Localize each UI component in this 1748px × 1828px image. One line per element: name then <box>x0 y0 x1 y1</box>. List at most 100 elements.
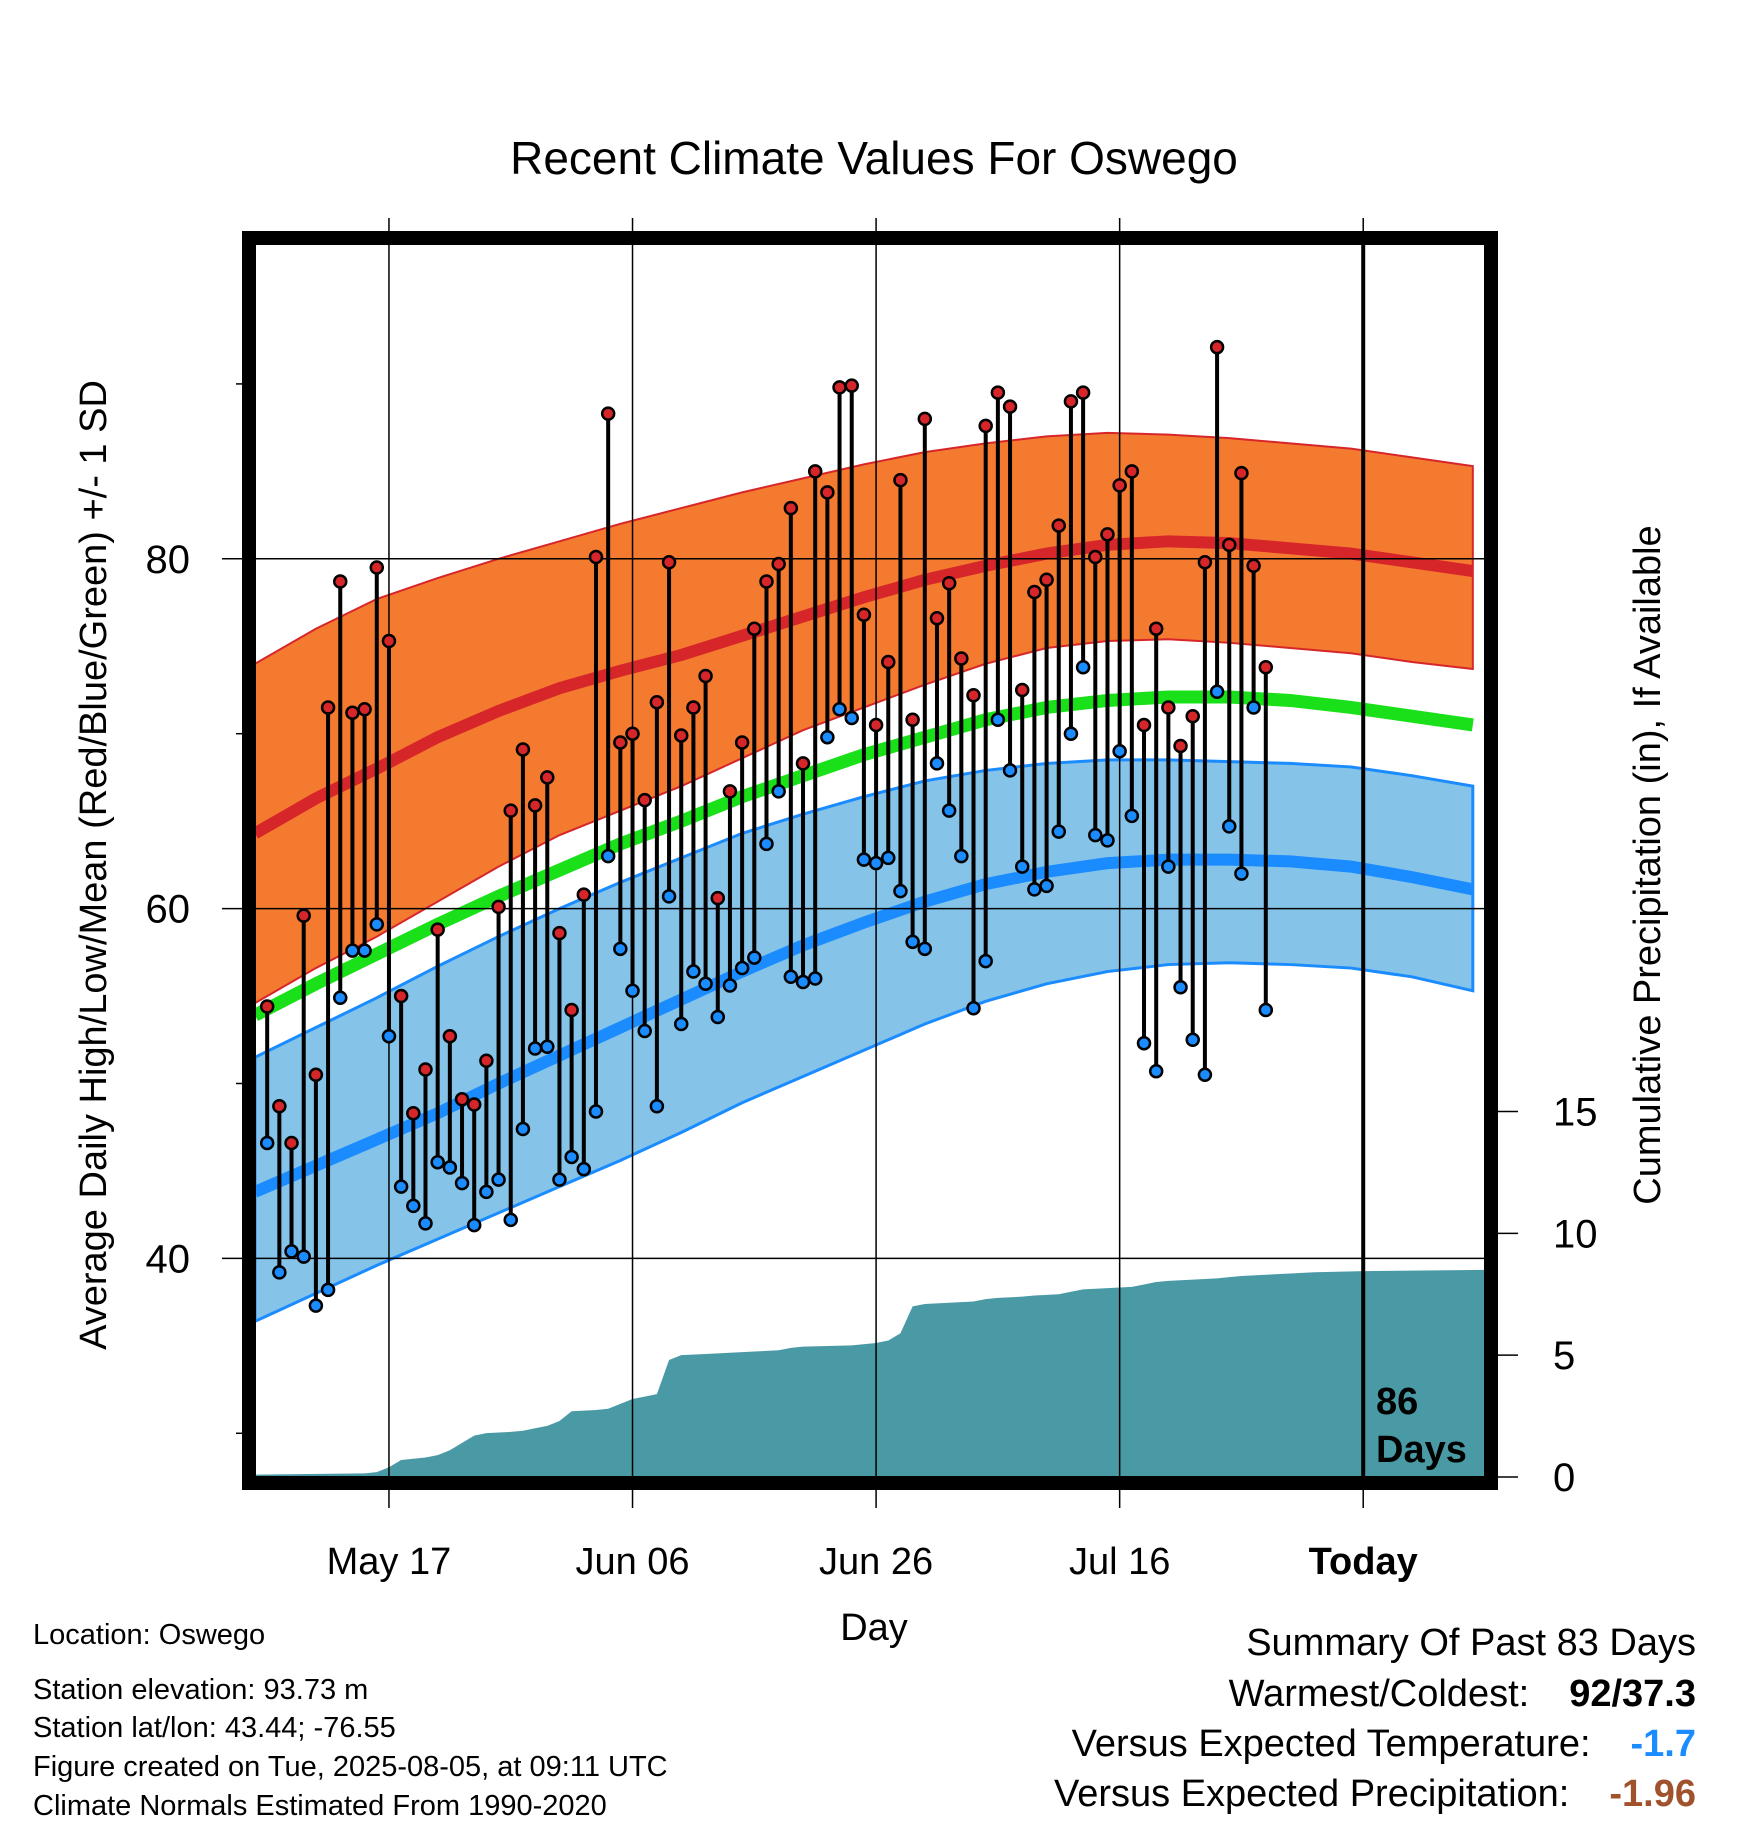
daily-low-point <box>759 836 774 852</box>
daily-high-point <box>259 999 275 1014</box>
daily-low-point <box>771 784 786 799</box>
daily-low-point <box>698 976 713 992</box>
daily-high-point <box>1014 682 1030 698</box>
normals-text: Climate Normals Estimated From 1990-2020 <box>33 1790 607 1822</box>
daily-low-point <box>710 1009 726 1025</box>
chart-title: Recent Climate Values For Oswego <box>510 132 1238 184</box>
daily-high-point <box>893 472 908 488</box>
daily-high-point <box>747 621 762 637</box>
daily-low-point <box>954 848 969 864</box>
daily-high-point <box>1100 527 1115 542</box>
daily-low-point <box>515 1121 531 1137</box>
daily-low-point <box>1002 763 1018 778</box>
precip-departure-label: Versus Expected Precipitation: <box>1053 1773 1570 1815</box>
daily-low-point <box>357 943 372 958</box>
daily-high-point <box>844 378 859 393</box>
daily-low-point <box>832 701 847 717</box>
daily-high-point <box>320 700 336 715</box>
daily-high-point <box>576 887 592 902</box>
daily-high-point <box>710 890 726 906</box>
daily-low-point <box>503 1212 518 1228</box>
today-days-unit: Days <box>1376 1429 1467 1471</box>
axes: May 17 Jun 06 Jun 26 Jul 16 Today 40 60 80 0 5 10 1… <box>146 218 1598 1583</box>
x-axis-label: Day <box>840 1607 908 1649</box>
daily-high-point <box>296 908 311 923</box>
daily-low-point <box>893 883 908 899</box>
daily-high-point <box>1222 537 1237 553</box>
daily-low-point <box>491 1172 506 1187</box>
daily-high-point <box>929 611 945 626</box>
location-text: Location: Oswego <box>33 1619 266 1651</box>
y-axis-label-left: Average Daily High/Low/Mean (Red/Blue/Gr… <box>73 380 115 1350</box>
daily-low-point <box>576 1161 592 1177</box>
daily-high-point <box>637 792 652 808</box>
y-tick-label-right: 15 <box>1553 1090 1598 1134</box>
daily-low-point <box>1173 980 1188 995</box>
daily-high-point <box>734 735 750 750</box>
y-tick-label-left: 80 <box>146 538 191 582</box>
daily-high-point <box>442 1029 458 1044</box>
daily-low-point <box>637 1023 652 1039</box>
daily-low-point <box>332 990 348 1006</box>
daily-high-point <box>1051 518 1067 533</box>
daily-low-point <box>1075 659 1091 675</box>
daily-low-point <box>1088 827 1103 843</box>
daily-high-point <box>1088 549 1103 565</box>
daily-low-point <box>929 756 945 771</box>
daily-high-point <box>479 1053 494 1069</box>
daily-low-point <box>820 729 835 745</box>
x-tick-label: May 17 <box>327 1541 452 1583</box>
daily-low-point <box>418 1216 433 1231</box>
daily-low-point <box>564 1149 579 1165</box>
daily-high-point <box>954 651 969 666</box>
today-days-count: 86 <box>1376 1381 1418 1423</box>
daily-high-point <box>698 668 713 684</box>
high-normal-line <box>255 535 1474 839</box>
daily-low-point <box>1222 819 1237 834</box>
daily-high-point <box>503 803 518 818</box>
daily-high-point <box>807 464 823 479</box>
daily-low-point <box>369 917 385 932</box>
daily-high-point <box>369 560 385 575</box>
daily-high-point <box>454 1091 470 1107</box>
daily-low-point <box>1209 684 1225 699</box>
daily-low-point <box>1161 859 1176 874</box>
daily-high-point <box>418 1062 433 1077</box>
daily-low-point <box>345 943 360 958</box>
daily-low-point <box>1246 700 1261 715</box>
daily-high-point <box>430 922 445 937</box>
daily-high-point <box>673 728 689 743</box>
daily-low-point <box>844 710 859 726</box>
daily-low-point <box>552 1172 567 1187</box>
daily-high-point <box>917 411 933 427</box>
daily-high-point <box>1209 339 1225 355</box>
summary-precip: Versus Expected Precipitation: -1.96 <box>1054 1775 1696 1813</box>
daily-low-point <box>1197 1067 1213 1082</box>
daily-low-point <box>661 889 677 904</box>
daily-high-point <box>564 1002 579 1018</box>
daily-high-point <box>1197 555 1213 570</box>
daily-low-point <box>308 1298 324 1313</box>
daily-high-point <box>527 798 543 813</box>
x-tick-label: Jun 06 <box>575 1541 689 1583</box>
daily-high-point <box>625 726 640 741</box>
daily-low-point <box>722 978 738 993</box>
y-tick-label-right: 0 <box>1553 1456 1575 1500</box>
daily-low-point <box>673 1016 689 1032</box>
daily-high-point <box>1246 558 1261 574</box>
daily-high-point <box>1258 659 1274 675</box>
x-tick-label: Jun 26 <box>819 1541 933 1583</box>
y-tick-label-left: 60 <box>146 888 191 932</box>
temp-departure-label: Versus Expected Temperature: <box>1071 1723 1591 1765</box>
daily-low-point <box>454 1175 470 1191</box>
temp-departure-value: -1.7 <box>1630 1723 1696 1765</box>
daily-high-point <box>783 500 799 516</box>
daily-low-point <box>1296 0 1308 6</box>
daily-high-point <box>1296 0 1308 6</box>
daily-high-point <box>661 555 677 570</box>
daily-low-point <box>795 974 811 990</box>
elevation-text: Station elevation: 93.73 m <box>33 1674 369 1706</box>
x-tick-label: Jul 16 <box>1069 1541 1170 1583</box>
daily-high-point <box>905 712 920 727</box>
